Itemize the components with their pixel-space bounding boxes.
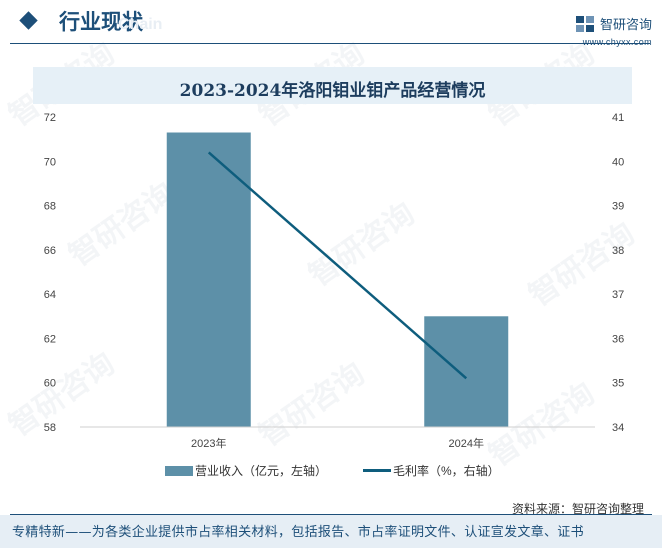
left-axis: 58 60 62 64 66 68 70 72: [44, 112, 56, 434]
footer-divider: [10, 514, 652, 515]
legend-item-margin: 毛利率（%，右轴）: [363, 462, 500, 479]
section-title: 行业现状: [59, 10, 143, 34]
y-left-tick-label: 70: [44, 156, 56, 168]
x-tick-label: 2024年: [449, 436, 484, 450]
y-right-tick-label: 34: [612, 422, 624, 434]
y-right-tick-label: 36: [612, 333, 624, 345]
source-note: 资料来源：智研咨询整理: [511, 502, 644, 516]
y-left-tick-label: 60: [44, 378, 56, 390]
y-left-tick-label: 66: [44, 245, 56, 257]
series-line: [207, 151, 468, 380]
y-right-tick-label: 40: [612, 156, 624, 168]
y-right-tick-label: 41: [612, 112, 624, 124]
y-right-tick-label: 35: [612, 378, 624, 390]
y-left-tick-label: 68: [44, 201, 56, 213]
footer-text: 专精特新——为各类企业提供市占率相关材料，包括报告、市占率证明文件、认证宣发文章…: [12, 525, 584, 540]
chart-title-bar: 2023-2024年洛阳钼业钼产品经营情况: [33, 67, 632, 104]
y-left-tick-label: 58: [44, 422, 56, 434]
brand-url: www.chyxx.com: [582, 37, 652, 47]
y-left-tick-label: 62: [44, 333, 56, 345]
legend-label: 毛利率（%，右轴）: [393, 464, 500, 478]
legend-swatch: [363, 469, 392, 472]
y-left-tick-label: 64: [44, 289, 56, 301]
brand-logo: 智研咨询 www.chyxx.com: [575, 14, 652, 47]
legend-label: 营业收入（亿元，左轴）: [195, 464, 328, 478]
right-axis: 34 35 36 37 38 39 40 41: [612, 112, 624, 434]
x-tick-label: 2023年: [191, 436, 226, 450]
x-axis-labels: 2023年 2024年: [191, 436, 484, 450]
footer-banner: 专精特新——为各类企业提供市占率相关材料，包括报告、市占率证明文件、认证宣发文章…: [0, 515, 662, 548]
brand-logo-icon: [575, 15, 594, 32]
bar: [424, 316, 509, 427]
y-right-tick-label: 37: [612, 289, 624, 301]
ghost-text: Chain: [118, 16, 163, 33]
chart-title: 2023-2024年洛阳钼业钼产品经营情况: [179, 81, 486, 101]
brand-name: 智研咨询: [599, 18, 652, 33]
y-left-tick-label: 72: [44, 112, 56, 124]
legend: 营业收入（亿元，左轴） 毛利率（%，右轴）: [165, 462, 536, 479]
legend-swatch: [165, 465, 193, 476]
bar: [166, 132, 251, 427]
header-divider: [10, 43, 650, 44]
legend-item-revenue: 营业收入（亿元，左轴）: [165, 462, 327, 479]
y-right-tick-label: 39: [612, 201, 624, 213]
page-header: 行业现状 Chain 智研咨询 www.chyxx.com: [0, 0, 662, 47]
y-right-tick-label: 38: [612, 245, 624, 257]
line-series: [207, 151, 468, 380]
bar-series: [166, 132, 509, 427]
